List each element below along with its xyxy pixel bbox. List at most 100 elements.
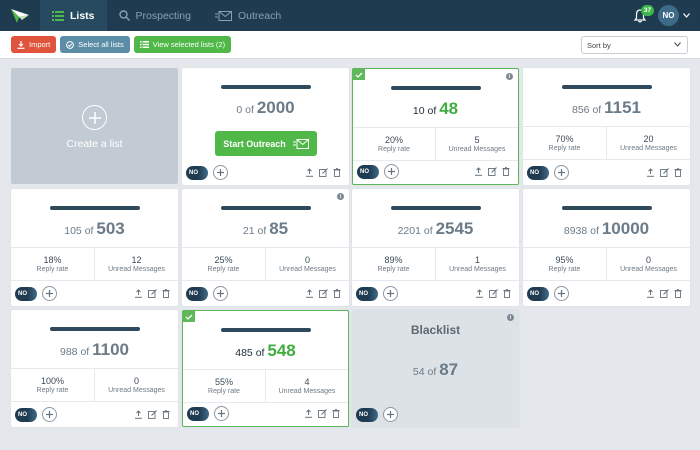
list-name-bar bbox=[49, 327, 140, 331]
edit-icon[interactable] bbox=[489, 289, 498, 298]
edit-icon[interactable] bbox=[148, 410, 157, 419]
tab-outreach[interactable]: Outreach bbox=[203, 0, 293, 31]
reply-rate-value: 18% bbox=[43, 255, 62, 265]
sort-by-select[interactable]: Sort by bbox=[581, 36, 688, 54]
outreach-toggle[interactable]: NO bbox=[186, 287, 208, 301]
add-button[interactable] bbox=[213, 286, 228, 301]
trash-icon[interactable] bbox=[333, 289, 341, 298]
upload-icon[interactable] bbox=[134, 289, 143, 298]
card-footer: NO bbox=[182, 161, 349, 185]
select-all-lists-button[interactable]: Select all lists bbox=[60, 36, 130, 53]
info-icon[interactable]: i bbox=[337, 193, 344, 200]
add-button[interactable] bbox=[554, 286, 569, 301]
outreach-toggle[interactable]: NO bbox=[527, 287, 549, 301]
card-footer: NO bbox=[353, 160, 518, 184]
upload-icon[interactable] bbox=[475, 289, 484, 298]
upload-icon[interactable] bbox=[304, 409, 313, 418]
unread-messages-value: 0 bbox=[645, 255, 651, 265]
card-stats: 20% Reply rate 5 Unread Messages bbox=[353, 127, 518, 161]
reply-rate-label: Reply rate bbox=[548, 266, 581, 273]
view-selected-lists-button[interactable]: View selected lists (2) bbox=[133, 36, 232, 53]
list-card[interactable]: 485 of 548 55% Reply rate 4 Unread Message… bbox=[182, 310, 349, 427]
outreach-toggle[interactable]: NO bbox=[356, 408, 378, 422]
add-button[interactable] bbox=[554, 165, 569, 180]
edit-icon[interactable] bbox=[488, 167, 497, 176]
add-button[interactable] bbox=[384, 164, 399, 179]
add-button[interactable] bbox=[383, 286, 398, 301]
trash-icon[interactable] bbox=[162, 410, 170, 419]
list-card[interactable]: 2201 of 2545 89% Reply rate 1 Unread Messa… bbox=[352, 189, 519, 306]
add-button[interactable] bbox=[42, 407, 57, 422]
card-stats: 89% Reply rate 1 Unread Messages bbox=[352, 247, 519, 281]
outreach-toggle[interactable]: NO bbox=[357, 165, 379, 179]
trash-icon[interactable] bbox=[674, 168, 682, 177]
plus-icon bbox=[46, 411, 53, 418]
upload-icon[interactable] bbox=[646, 289, 655, 298]
trash-icon[interactable] bbox=[162, 289, 170, 298]
info-icon[interactable]: i bbox=[507, 314, 514, 321]
list-icon bbox=[139, 41, 149, 48]
trash-icon[interactable] bbox=[503, 289, 511, 298]
tab-lists[interactable]: Lists bbox=[40, 0, 107, 31]
plus-icon bbox=[558, 169, 565, 176]
plus-icon bbox=[558, 290, 565, 297]
outreach-toggle[interactable]: NO bbox=[15, 408, 37, 422]
create-list-label: Create a list bbox=[66, 138, 123, 150]
edit-icon[interactable] bbox=[319, 289, 328, 298]
list-card[interactable]: i 10 of 48 20% Reply rate 5 Unread Message… bbox=[352, 68, 519, 185]
add-button[interactable] bbox=[214, 406, 229, 421]
outreach-toggle[interactable]: NO bbox=[186, 166, 208, 180]
list-progress: 856 of 1151 bbox=[571, 98, 642, 117]
info-icon[interactable]: i bbox=[506, 73, 513, 80]
outreach-toggle[interactable]: NO bbox=[356, 287, 378, 301]
create-list-card[interactable]: Create a list bbox=[11, 68, 178, 184]
list-card[interactable]: 856 of 1151 70% Reply rate 20 Unread Messa… bbox=[523, 68, 690, 185]
list-card[interactable]: 105 of 503 18% Reply rate 12 Unread Messag… bbox=[11, 189, 178, 306]
tab-prospecting[interactable]: Prospecting bbox=[107, 0, 203, 31]
list-card[interactable]: 0 of 2000 Start Outreach NO bbox=[182, 68, 349, 185]
selected-check-icon bbox=[353, 69, 365, 80]
edit-icon[interactable] bbox=[319, 168, 328, 177]
upload-icon[interactable] bbox=[474, 167, 483, 176]
start-outreach-button[interactable]: Start Outreach bbox=[215, 131, 317, 156]
add-button[interactable] bbox=[42, 286, 57, 301]
list-name-bar bbox=[220, 85, 311, 89]
trash-icon[interactable] bbox=[502, 167, 510, 176]
unread-messages-value: 12 bbox=[131, 255, 142, 265]
add-button[interactable] bbox=[383, 407, 398, 422]
tab-lists-label: Lists bbox=[70, 9, 95, 22]
list-card[interactable]: 8938 of 10000 95% Reply rate 0 Unread Mess… bbox=[523, 189, 690, 306]
trash-icon[interactable] bbox=[333, 168, 341, 177]
blacklist-card[interactable]: i Blacklist 54 of 87 NO bbox=[352, 310, 519, 427]
unread-messages-value: 20 bbox=[643, 134, 654, 144]
reply-rate-value: 100% bbox=[40, 376, 65, 386]
notifications-button[interactable]: 37 bbox=[628, 0, 654, 31]
upload-icon[interactable] bbox=[646, 168, 655, 177]
outreach-toggle[interactable]: NO bbox=[527, 166, 549, 180]
trash-icon[interactable] bbox=[332, 409, 340, 418]
list-name-bar bbox=[390, 206, 481, 210]
edit-icon[interactable] bbox=[318, 409, 327, 418]
list-card[interactable]: 988 of 1100 100% Reply rate 0 Unread Messa… bbox=[11, 310, 178, 427]
list-card[interactable]: i 21 of 85 25% Reply rate 0 Unread Message… bbox=[182, 189, 349, 306]
list-progress: 10 of 48 bbox=[412, 99, 459, 118]
add-button[interactable] bbox=[213, 165, 228, 180]
card-stats: 95% Reply rate 0 Unread Messages bbox=[523, 247, 690, 281]
import-button[interactable]: Import bbox=[11, 36, 57, 53]
plus-icon bbox=[46, 290, 53, 297]
edit-icon[interactable] bbox=[660, 168, 669, 177]
upload-icon[interactable] bbox=[134, 410, 143, 419]
edit-icon[interactable] bbox=[148, 289, 157, 298]
list-name-bar bbox=[561, 85, 652, 89]
trash-icon[interactable] bbox=[674, 289, 682, 298]
list-progress: 0 of 2000 bbox=[236, 98, 295, 117]
paper-plane-logo-icon[interactable] bbox=[0, 0, 40, 31]
upload-icon[interactable] bbox=[305, 289, 314, 298]
user-menu[interactable]: NO bbox=[658, 5, 690, 26]
plus-icon bbox=[217, 290, 224, 297]
outreach-toggle[interactable]: NO bbox=[187, 407, 209, 421]
unread-messages-value: 0 bbox=[304, 255, 310, 265]
upload-icon[interactable] bbox=[305, 168, 314, 177]
outreach-toggle[interactable]: NO bbox=[15, 287, 37, 301]
edit-icon[interactable] bbox=[660, 289, 669, 298]
